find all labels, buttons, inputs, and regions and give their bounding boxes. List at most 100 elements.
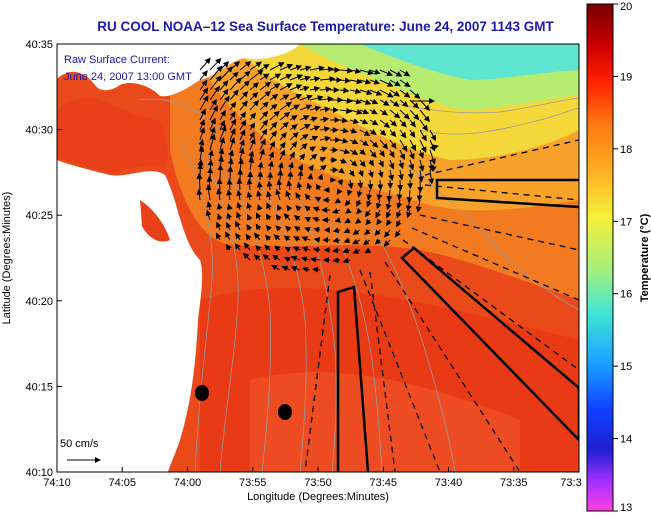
sst-cyan-band (360, 44, 579, 80)
current-vector (409, 89, 421, 99)
current-vector (394, 229, 401, 238)
current-vector (299, 134, 309, 141)
current-vector (339, 97, 353, 104)
current-vector (344, 207, 352, 214)
current-vector (397, 169, 404, 181)
current-vector (349, 98, 363, 105)
current-vector (275, 225, 282, 232)
y-tick-label: 40:35 (25, 39, 53, 51)
current-vector (279, 83, 293, 91)
current-vector (246, 178, 253, 191)
x-axis-label: Longitude (Degrees:Minutes) (247, 491, 389, 503)
current-vector (243, 252, 251, 261)
current-vector (219, 80, 229, 91)
current-vector (266, 180, 273, 191)
current-vector (226, 178, 233, 191)
current-vector (259, 81, 272, 91)
current-vector (319, 146, 328, 153)
current-vector (309, 146, 317, 153)
current-vector (239, 91, 249, 101)
current-vector (289, 124, 298, 131)
current-vector (277, 161, 284, 171)
current-vector (336, 188, 343, 195)
colorbar (586, 3, 614, 512)
current-vector (399, 139, 408, 152)
current-vector (199, 79, 208, 91)
current-vector (383, 239, 391, 247)
current-vector (199, 57, 211, 71)
y-axis-label: Latitude (Degrees:Minutes) (1, 192, 13, 325)
x-tick-label: 73:50 (304, 477, 332, 489)
current-vector (362, 239, 371, 246)
current-vector (269, 83, 281, 91)
current-vector (205, 183, 212, 201)
colorbar-tick-label: 15 (620, 361, 632, 373)
current-vector (209, 133, 216, 151)
current-vector (235, 232, 242, 241)
current-vector (279, 101, 293, 111)
current-vector (246, 191, 253, 201)
current-vector (429, 144, 439, 151)
current-vector (339, 87, 350, 94)
current-vector (310, 256, 321, 263)
current-vector (239, 100, 248, 111)
current-vector (285, 190, 292, 201)
current-vector (286, 204, 293, 212)
current-vector (386, 219, 392, 227)
current-vectors (196, 57, 439, 273)
current-vector (379, 139, 389, 150)
current-vector (289, 115, 298, 121)
current-vector (263, 244, 271, 251)
current-vector (219, 109, 226, 121)
current-vector (271, 264, 281, 271)
current-vector (312, 266, 321, 273)
current-vector (369, 98, 379, 105)
current-vector (356, 189, 363, 198)
current-vector (343, 237, 351, 244)
current-vector (307, 164, 314, 172)
sector-east (435, 178, 579, 209)
current-vector (284, 225, 292, 232)
current-vector (237, 157, 244, 171)
current-vector (364, 228, 371, 236)
current-vector (418, 159, 425, 172)
y-tick-label: 40:30 (25, 125, 53, 137)
current-vector (332, 257, 341, 264)
current-vector (357, 169, 364, 178)
current-vector (295, 192, 302, 201)
current-vector (389, 69, 403, 77)
current-vector (399, 89, 411, 98)
current-vector (309, 105, 322, 112)
current-vector (384, 229, 391, 238)
current-vector (388, 159, 395, 170)
current-vector (290, 265, 301, 272)
current-vector (235, 220, 241, 231)
current-vector (334, 217, 341, 223)
current-vector (259, 73, 270, 81)
current-vector (259, 90, 272, 101)
colorbar-tick-label: 16 (620, 289, 632, 301)
current-vector (226, 221, 232, 231)
current-vector (313, 236, 321, 243)
current-vector (236, 201, 243, 211)
current-vector (226, 212, 233, 221)
current-vector (367, 179, 374, 191)
current-vector (309, 125, 321, 132)
current-vector (428, 169, 435, 185)
current-vector (236, 189, 243, 201)
sst-field (57, 44, 579, 472)
current-vector (357, 179, 364, 189)
current-vector (359, 159, 366, 168)
current-vector (376, 218, 383, 226)
current-vector (273, 234, 281, 241)
current-vector (289, 104, 300, 111)
current-vector (419, 129, 427, 142)
current-vector (276, 204, 283, 212)
current-vector (398, 159, 404, 170)
current-vector (215, 221, 222, 231)
x-tick-label: 74:05 (108, 477, 136, 489)
current-vector (319, 86, 332, 93)
current-vector (389, 109, 401, 119)
current-vector (429, 166, 437, 172)
current-vector (229, 77, 242, 91)
